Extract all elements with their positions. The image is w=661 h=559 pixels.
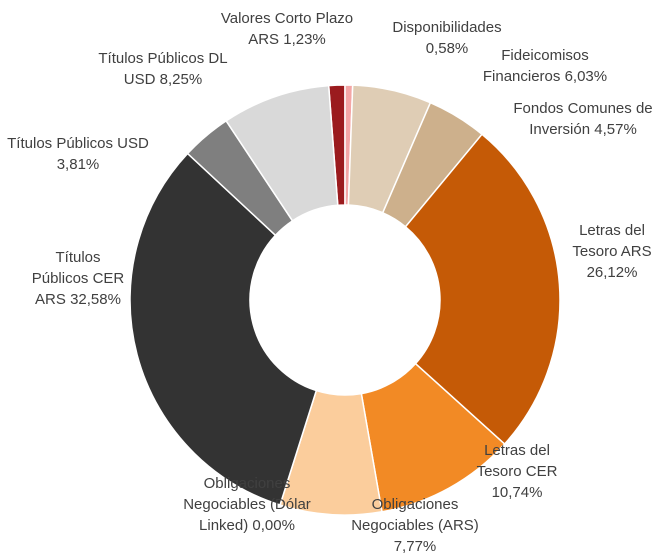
category-label: Obligaciones Negociables (ARS) [351,496,479,534]
category-label: Letras del Tesoro ARS [572,222,652,260]
category-label: Fideicomisos Financieros [482,47,589,85]
category-label: Fondos Comunes de Inversión [513,100,653,138]
segment-label: Títulos Públicos CER ARS 32,58% [28,247,128,310]
segment-label: Obligaciones Negociables (Dólar Linked) … [167,473,327,536]
value-label: 10,74% [491,484,543,501]
segment-label: Títulos Públicos DL USD 8,25% [88,48,238,90]
value-label: 1,23% [283,31,326,48]
donut-segment [404,133,561,446]
segment-label: Títulos Públicos USD 3,81% [0,133,158,175]
segment-label: Fondos Comunes de Inversión 4,57% [503,98,661,140]
category-label: Letras del Tesoro CER [476,442,558,480]
value-label: 3,81% [56,156,100,173]
category-label: Valores Corto Plazo ARS [220,10,354,48]
value-label: 0,00% [252,517,295,534]
category-label: Disponibilidades [392,19,502,36]
donut-segment [129,152,318,506]
value-label: 8,25% [159,71,203,88]
category-label: Títulos Públicos USD [7,135,149,152]
value-label: 32,58% [70,291,121,308]
value-label: 0,58% [425,40,469,57]
donut-segment [225,84,339,222]
segment-label: Fideicomisos Financieros 6,03% [480,45,610,87]
segment-label: Letras del Tesoro ARS 26,12% [566,220,658,283]
category-label: Títulos Públicos CER ARS [31,249,125,308]
segment-label: Letras del Tesoro CER 10,74% [471,440,563,503]
category-label: Títulos Públicos DL USD [98,50,228,88]
segment-label: Disponibilidades 0,58% [382,17,512,59]
category-label: Obligaciones Negociables (Dólar Linked) [183,475,311,534]
value-label: 26,12% [586,264,638,281]
value-label: 6,03% [564,68,608,85]
segment-label: Obligaciones Negociables (ARS) 7,77% [348,494,483,557]
value-label: 4,57% [594,121,637,138]
segment-label: Valores Corto Plazo ARS 1,23% [212,8,362,50]
value-label: 7,77% [393,538,437,555]
